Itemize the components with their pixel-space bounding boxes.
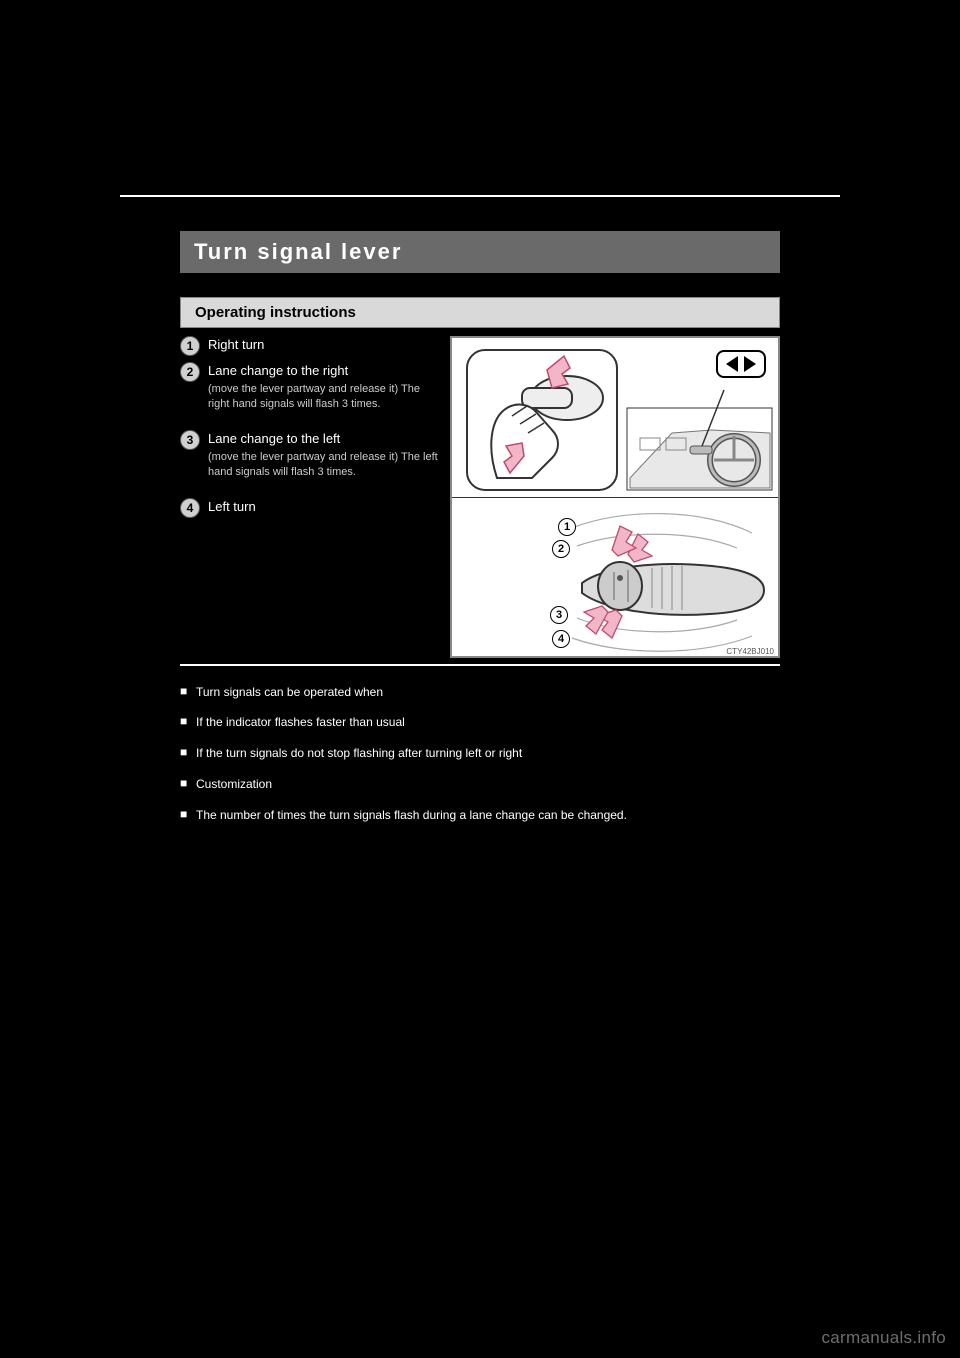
note-text: The number of times the turn signals fla… xyxy=(196,807,627,824)
callout-2: 2 xyxy=(552,540,570,558)
step-label: Lane change to the left xyxy=(208,430,440,448)
manual-page: Turn signal lever Operating instructions… xyxy=(180,195,780,837)
instruction-item-4: 4 Left turn xyxy=(180,498,440,518)
note-item: ■ The number of times the turn signals f… xyxy=(180,807,780,824)
figure-code: CTY42BJ010 xyxy=(726,647,774,656)
step-sublabel: (move the lever partway and release it) … xyxy=(208,450,440,480)
figure-panel: 1 2 3 4 CTY42BJ010 xyxy=(450,336,780,658)
step-sublabel: (move the lever partway and release it) … xyxy=(208,382,440,412)
watermark: carmanuals.info xyxy=(821,1328,946,1348)
section-title: Turn signal lever xyxy=(180,231,780,273)
lever-positions-illustration xyxy=(452,498,782,658)
note-text: Turn signals can be operated when xyxy=(196,684,383,701)
bullet-icon: ■ xyxy=(180,776,190,792)
figure-top xyxy=(452,338,778,498)
step-label: Right turn xyxy=(208,336,264,354)
note-item: ■ If the indicator flashes faster than u… xyxy=(180,714,780,731)
indicator-callout-box xyxy=(716,350,766,378)
bullet-icon: ■ xyxy=(180,745,190,761)
bullet-icon: ■ xyxy=(180,684,190,700)
note-text: Customization xyxy=(196,776,272,793)
callout-3: 3 xyxy=(550,606,568,624)
note-text: If the turn signals do not stop flashing… xyxy=(196,745,522,762)
instruction-item-2: 2 Lane change to the right (move the lev… xyxy=(180,362,440,412)
step-badge-3: 3 xyxy=(180,430,200,450)
instruction-list: 1 Right turn 2 Lane change to the right … xyxy=(180,336,450,658)
right-indicator-icon xyxy=(744,356,756,372)
bullet-icon: ■ xyxy=(180,714,190,730)
note-text: If the indicator flashes faster than usu… xyxy=(196,714,405,731)
instruction-item-1: 1 Right turn xyxy=(180,336,440,356)
notes-section: ■ Turn signals can be operated when ■ If… xyxy=(180,684,780,824)
step-label: Left turn xyxy=(208,498,256,516)
note-item: ■ If the turn signals do not stop flashi… xyxy=(180,745,780,762)
step-badge-2: 2 xyxy=(180,362,200,382)
step-badge-4: 4 xyxy=(180,498,200,518)
step-badge-1: 1 xyxy=(180,336,200,356)
callout-1: 1 xyxy=(558,518,576,536)
callout-4: 4 xyxy=(552,630,570,648)
figure-bottom: 1 2 3 4 CTY42BJ010 xyxy=(452,498,778,658)
content-row: 1 Right turn 2 Lane change to the right … xyxy=(180,336,780,658)
bullet-icon: ■ xyxy=(180,807,190,823)
left-indicator-icon xyxy=(726,356,738,372)
note-item: ■ Customization xyxy=(180,776,780,793)
subsection-heading: Operating instructions xyxy=(180,297,780,328)
note-item: ■ Turn signals can be operated when xyxy=(180,684,780,701)
step-label: Lane change to the right xyxy=(208,362,440,380)
instruction-item-3: 3 Lane change to the left (move the leve… xyxy=(180,430,440,480)
divider xyxy=(180,664,780,666)
